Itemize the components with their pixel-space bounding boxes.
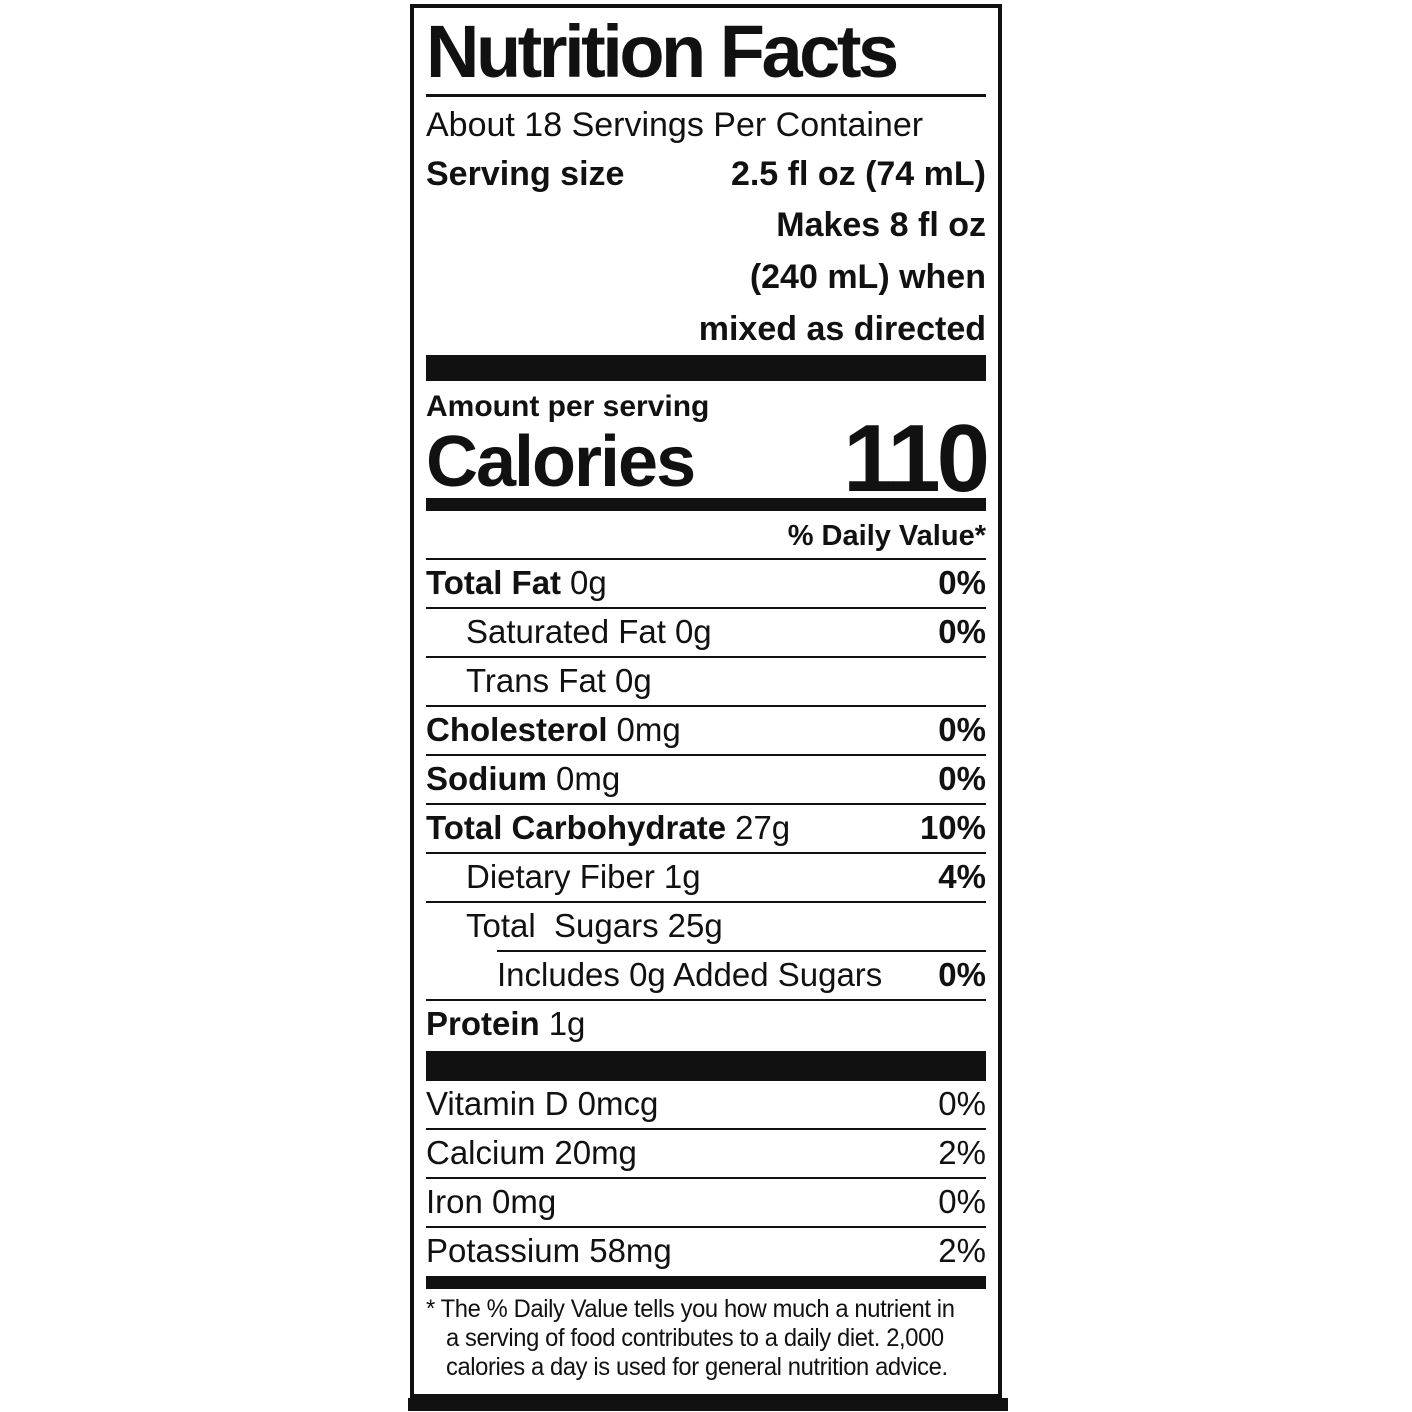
label-title: Nutrition Facts: [426, 10, 899, 93]
nutrient-amount: 0mg: [616, 711, 681, 748]
bottom-edge-bar: [408, 1398, 1008, 1411]
divider: [426, 1226, 986, 1228]
nutrient-percent: 0%: [938, 760, 986, 797]
divider: [426, 607, 986, 609]
row-iron: Iron 0mg 0%: [426, 1179, 986, 1226]
divider: [426, 754, 986, 756]
nutrient-percent: 0%: [938, 613, 986, 650]
divider: [426, 705, 986, 707]
nutrient-amount: 1g: [548, 1005, 586, 1042]
divider: [426, 852, 986, 854]
nutrient-amount: 0mg: [556, 760, 621, 797]
section-bar: [426, 355, 986, 381]
divider: [426, 1128, 986, 1130]
divider: [426, 999, 986, 1001]
mix-note-line-3: mixed as directed: [698, 310, 986, 348]
row-total-sugars: Total Sugars 25g: [426, 903, 986, 950]
nutrient-name: Trans Fat: [466, 662, 606, 699]
daily-value-footnote: * The % Daily Value tells you how much a…: [426, 1295, 958, 1382]
row-added-sugars: Includes 0g Added Sugars 0%: [426, 952, 986, 999]
row-total-carbohydrate: Total Carbohydrate 27g 10%: [426, 805, 986, 852]
mix-note-line-2: (240 mL) when: [749, 258, 986, 296]
section-bar: [426, 1051, 986, 1081]
section-bar: [426, 498, 986, 511]
divider: [426, 1177, 986, 1179]
nutrient-amount: 0g: [570, 564, 607, 601]
calories-row: Calories 110: [426, 405, 990, 512]
footnote-line-2: a serving of food contributes to a daily…: [445, 1324, 944, 1352]
nutrient-name: Cholesterol: [426, 711, 608, 748]
amount-per-serving-label: Amount per serving: [426, 390, 710, 423]
calories-label: Calories: [426, 422, 696, 502]
serving-size-row: Serving size 2.5 fl oz (74 mL): [426, 149, 986, 199]
footnote-line-3: calories a day is used for general nutri…: [445, 1353, 948, 1381]
nutrient-percent: 0%: [938, 564, 986, 601]
row-total-fat: Total Fat 0g 0%: [426, 560, 986, 607]
nutrient-name: Total Carbohydrate: [426, 809, 727, 846]
nutrient-amount: 0g: [614, 662, 652, 699]
nutrient-amount: 1g: [663, 858, 701, 895]
nutrient-name: Saturated Fat: [466, 613, 666, 650]
nutrient-amount: 25g: [667, 907, 723, 944]
calories-value: 110: [843, 405, 990, 512]
divider: [497, 950, 986, 952]
row-dietary-fiber: Dietary Fiber 1g 4%: [426, 854, 986, 901]
vitamin-percent: 2%: [938, 1232, 986, 1269]
nutrient-name: Sodium: [426, 760, 547, 797]
row-cholesterol: Cholesterol 0mg 0%: [426, 707, 986, 754]
divider: [426, 901, 986, 903]
nutrient-percent: 10%: [919, 809, 986, 846]
row-saturated-fat: Saturated Fat 0g 0%: [426, 609, 986, 656]
row-trans-fat: Trans Fat 0g: [426, 658, 986, 705]
row-potassium: Potassium 58mg 2%: [426, 1228, 986, 1275]
vitamin-percent: 0%: [938, 1183, 986, 1220]
row-vitamin-d: Vitamin D 0mcg 0%: [426, 1081, 986, 1128]
row-sodium: Sodium 0mg 0%: [426, 756, 986, 803]
section-bar: [426, 1276, 986, 1289]
nutrient-name: Dietary Fiber: [466, 858, 655, 895]
footnote-line-1: * The % Daily Value tells you how much a…: [426, 1295, 955, 1323]
nutrient-amount: 0g: [674, 613, 712, 650]
divider: [426, 803, 986, 805]
nutrient-name: Total Sugars: [466, 907, 659, 944]
nutrient-name: Total Fat: [426, 564, 562, 601]
servings-per-container: About 18 Servings Per Container: [426, 106, 924, 144]
row-calcium: Calcium 20mg 2%: [426, 1130, 986, 1177]
nutrient-percent: 0%: [938, 711, 986, 748]
nutrient-name: Includes 0g Added Sugars: [497, 956, 883, 993]
divider: [426, 656, 986, 658]
vitamin-percent: 2%: [938, 1134, 986, 1171]
nutrient-amount: 27g: [735, 809, 791, 846]
mix-note-line-1: Makes 8 fl oz: [776, 206, 986, 244]
serving-size-label: Serving size: [426, 155, 625, 193]
daily-value-header: % Daily Value*: [787, 520, 986, 552]
vitamin-percent: 0%: [938, 1085, 986, 1122]
nutrition-facts-label: Nutrition Facts About 18 Servings Per Co…: [410, 4, 1002, 1398]
vitamin-name: Calcium 20mg: [426, 1134, 637, 1171]
vitamin-name: Vitamin D 0mcg: [426, 1085, 659, 1122]
nutrient-name: Protein: [426, 1005, 540, 1042]
vitamin-name: Iron 0mg: [426, 1183, 557, 1220]
vitamin-name: Potassium 58mg: [426, 1232, 672, 1269]
serving-size-value: 2.5 fl oz (74 mL): [730, 155, 986, 193]
divider: [426, 558, 986, 560]
nutrient-percent: 4%: [938, 858, 986, 895]
row-protein: Protein 1g: [426, 1001, 986, 1048]
divider: [426, 94, 986, 97]
nutrient-percent: 0%: [938, 956, 986, 993]
